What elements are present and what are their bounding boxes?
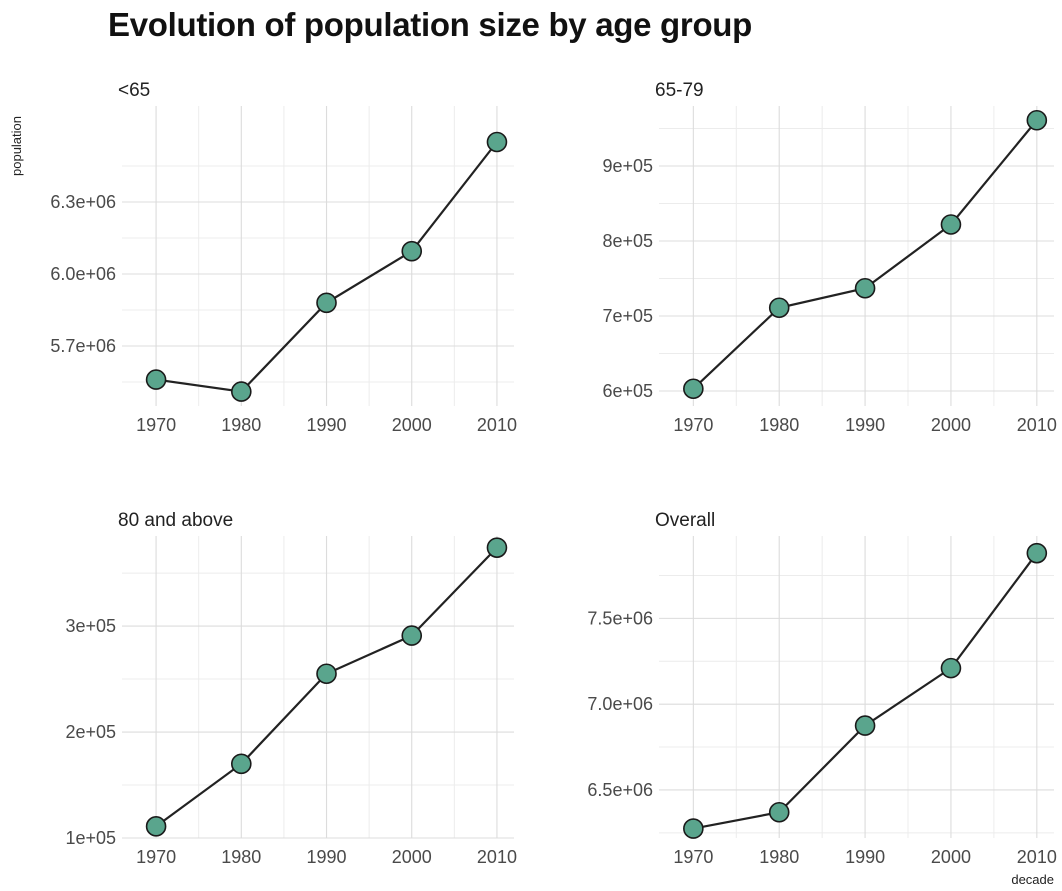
x-tick-label: 2000 — [931, 415, 971, 435]
chart-title: Evolution of population size by age grou… — [108, 6, 753, 43]
x-tick-label: 2000 — [931, 847, 971, 867]
y-tick-label: 7.0e+06 — [587, 694, 653, 714]
y-axis-title: population — [9, 116, 24, 176]
x-tick-label: 2000 — [392, 415, 432, 435]
x-tick-label: 2000 — [392, 847, 432, 867]
y-tick-label: 6e+05 — [602, 381, 653, 401]
x-tick-label: 1990 — [845, 847, 885, 867]
y-tick-label: 6.0e+06 — [50, 264, 116, 284]
y-tick-label: 8e+05 — [602, 231, 653, 251]
data-point — [940, 657, 962, 679]
panel-2: 1e+05 2e+05 3e+05 1970 1980 1990 2000 2010 80 an… — [65, 510, 517, 867]
panel-label: 65-79 — [655, 80, 704, 101]
x-tick-label: 1970 — [673, 415, 713, 435]
data-point — [854, 715, 876, 736]
y-tick-label: 9e+05 — [602, 156, 653, 176]
x-tick-label: 2010 — [1017, 415, 1057, 435]
x-axis-title: decade — [1011, 872, 1054, 887]
panel-label: <65 — [118, 80, 150, 101]
y-tick-label: 1e+05 — [65, 828, 116, 848]
x-tick-label: 1980 — [221, 847, 261, 867]
y-tick-label: 6.3e+06 — [50, 192, 116, 212]
y-tick-label: 2e+05 — [65, 722, 116, 742]
x-tick-label: 1990 — [306, 415, 346, 435]
data-point — [683, 378, 704, 400]
data-point — [1026, 542, 1048, 564]
x-tick-label: 2010 — [477, 415, 517, 435]
data-point — [768, 297, 790, 319]
x-tick-label: 1980 — [221, 415, 261, 435]
panel-label: Overall — [655, 510, 715, 531]
y-tick-label: 7e+05 — [602, 306, 653, 326]
data-point — [683, 818, 704, 839]
data-point — [316, 663, 337, 685]
data-point — [401, 240, 423, 262]
data-point — [231, 381, 252, 402]
x-tick-label: 1990 — [306, 847, 346, 867]
x-tick-label: 1990 — [845, 415, 885, 435]
x-tick-label: 1970 — [136, 415, 176, 435]
data-point — [401, 625, 423, 646]
x-tick-label: 1970 — [673, 847, 713, 867]
data-point — [768, 801, 790, 823]
data-point — [316, 292, 337, 314]
data-point — [486, 537, 508, 558]
y-tick-label: 7.5e+06 — [587, 608, 653, 628]
data-point — [1026, 109, 1048, 131]
panels: 5.7e+06 6.0e+06 6.3e+06 1970 1980 1990 2000 201… — [50, 80, 1056, 867]
data-point — [145, 816, 167, 837]
data-point — [231, 753, 252, 775]
x-tick-label: 2010 — [477, 847, 517, 867]
data-point — [940, 214, 962, 235]
data-point — [854, 277, 876, 299]
y-tick-label: 6.5e+06 — [587, 780, 653, 800]
data-point — [145, 369, 167, 390]
y-tick-label: 5.7e+06 — [50, 336, 116, 356]
data-point — [486, 131, 508, 153]
x-tick-label: 1970 — [136, 847, 176, 867]
panel-0: 5.7e+06 6.0e+06 6.3e+06 1970 1980 1990 2000 201… — [50, 80, 517, 435]
panel-label: 80 and above — [118, 510, 233, 531]
x-tick-label: 1980 — [759, 847, 799, 867]
x-tick-label: 2010 — [1017, 847, 1057, 867]
x-tick-label: 1980 — [759, 415, 799, 435]
y-tick-label: 3e+05 — [65, 616, 116, 636]
panel-1: 6e+05 7e+05 8e+05 9e+05 1970 1980 1990 2000 2010… — [602, 80, 1056, 435]
panel-3: 6.5e+06 7.0e+06 7.5e+06 1970 1980 1990 2000 201… — [587, 510, 1056, 867]
